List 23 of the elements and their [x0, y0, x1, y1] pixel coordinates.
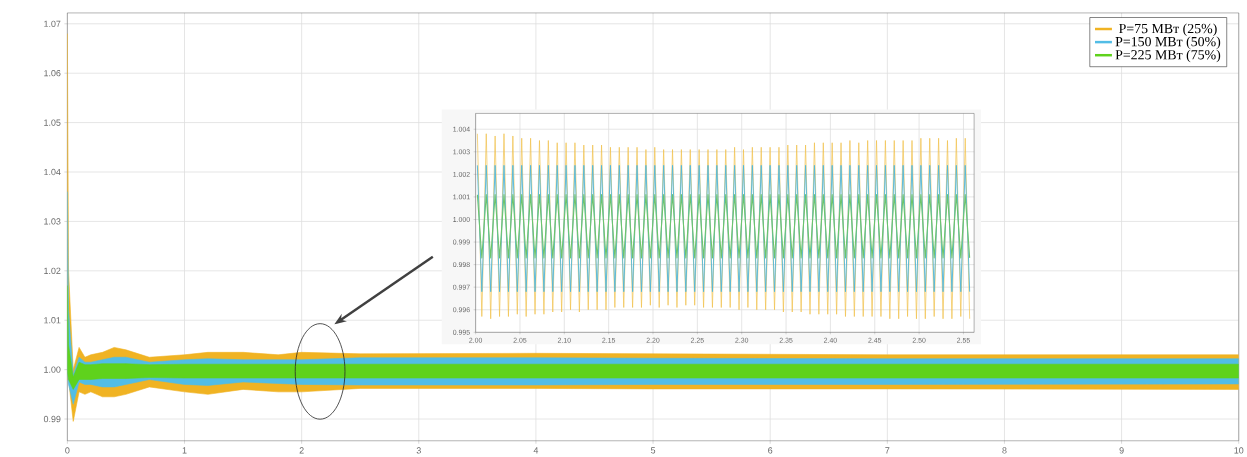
- x-tick-label: 6: [768, 447, 773, 454]
- x-tick-label: 3: [416, 447, 421, 454]
- y-tick-label: 1.00: [44, 366, 61, 373]
- y-tick-label: 1.01: [44, 317, 61, 324]
- y-tick-label: 1.06: [44, 70, 61, 77]
- y-tick-label: 0.99: [43, 415, 61, 423]
- y-tick-label: 1.04: [44, 168, 61, 176]
- y-tick-label: 1.07: [44, 20, 61, 28]
- legend-label: P=75 МВт (25%): [1119, 23, 1217, 37]
- x-tick-label: 10: [1234, 447, 1244, 454]
- x-tick-label: 8: [1002, 447, 1007, 454]
- x-tick-label: 4: [533, 447, 539, 454]
- legend-label: P=150 МВт (50%): [1115, 36, 1221, 50]
- y-tick-label: 1.05: [44, 119, 61, 126]
- x-tick-label: 9: [1119, 447, 1124, 454]
- x-tick-label: 5: [650, 447, 656, 454]
- y-tick-label: 1.03: [44, 218, 61, 225]
- legend-label: P=225 МВт (75%): [1115, 49, 1221, 63]
- x-tick-label: 2: [299, 447, 304, 454]
- x-tick-label: 1: [182, 447, 187, 454]
- x-tick-label: 7: [885, 447, 890, 454]
- x-tick-label: 0: [65, 447, 70, 454]
- y-tick-label: 1.02: [44, 267, 61, 275]
